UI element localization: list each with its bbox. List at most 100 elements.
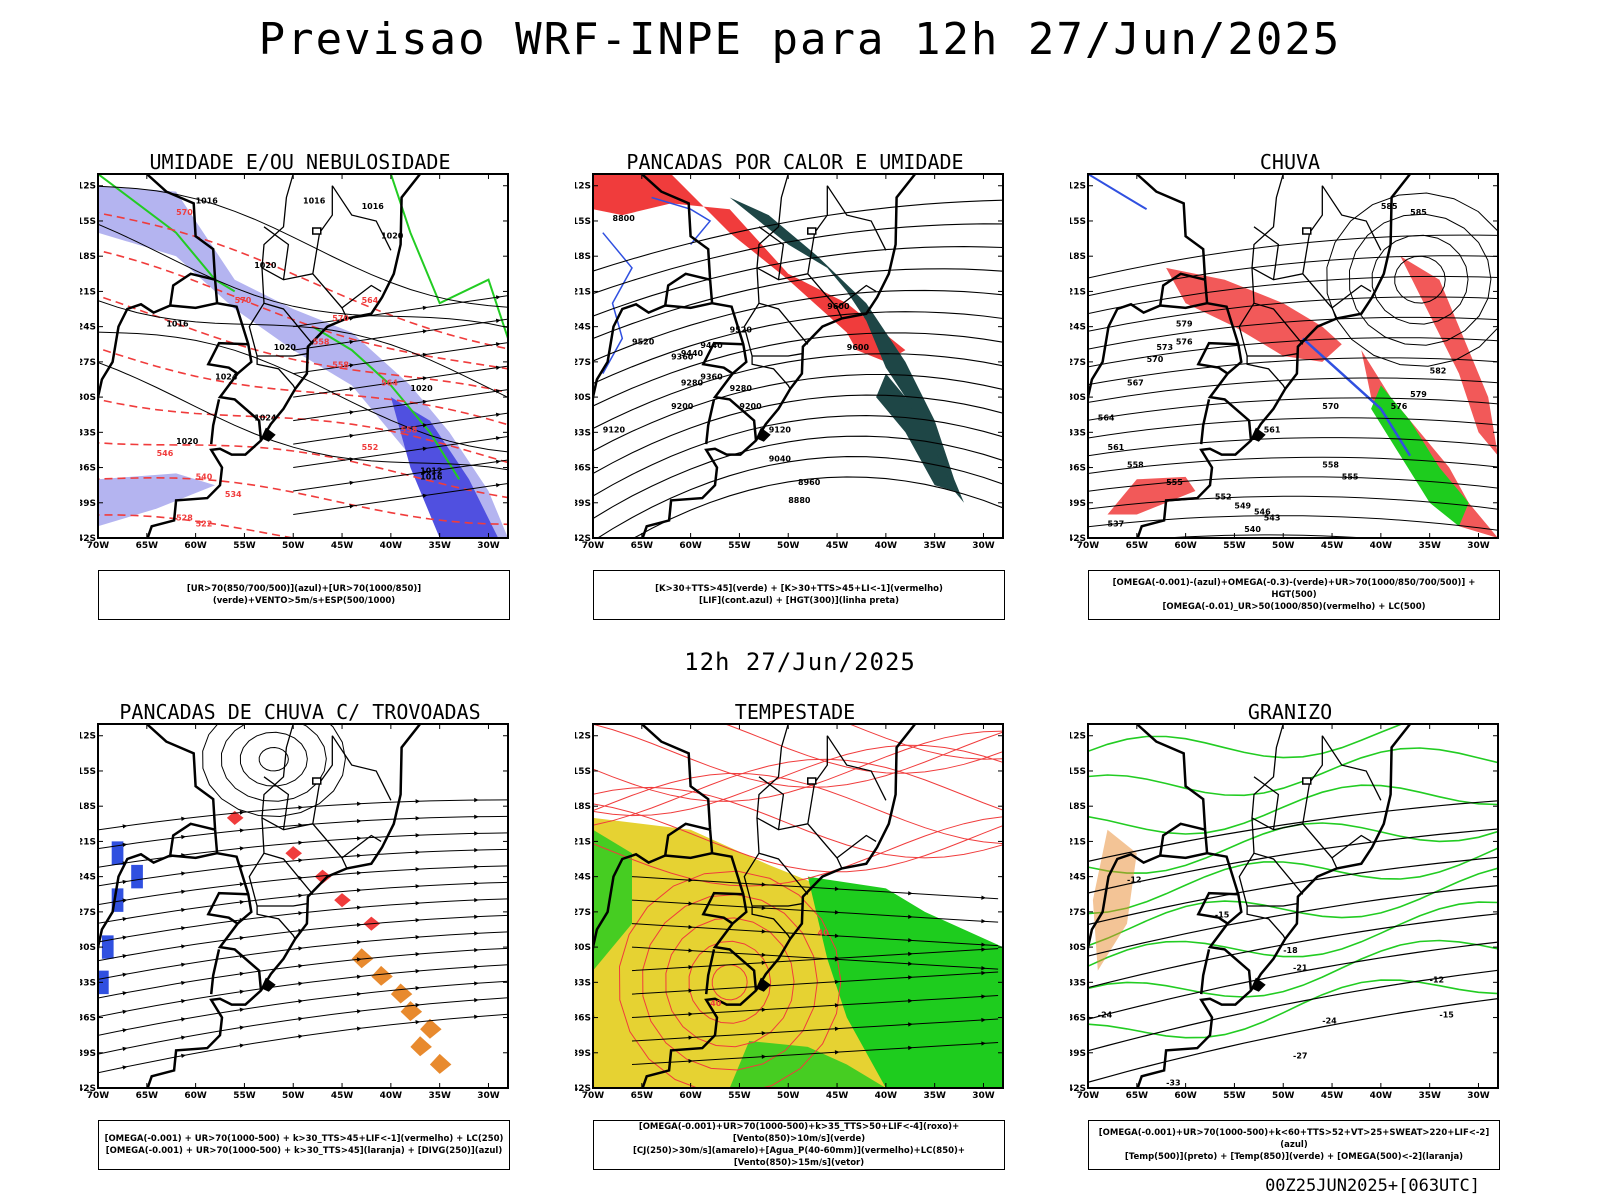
streamline-arrowhead bbox=[356, 940, 362, 945]
hgt500-contour bbox=[1088, 337, 1498, 368]
streamline-arrowhead bbox=[908, 961, 913, 966]
lagoa-dos-patos bbox=[756, 427, 771, 442]
streamline-850 bbox=[593, 724, 1003, 788]
streamline-arrowhead bbox=[834, 979, 840, 985]
temp500-label: -18 bbox=[1283, 946, 1298, 955]
overlay-wind-850 bbox=[729, 1041, 886, 1088]
country-border bbox=[1160, 851, 1208, 860]
country-border bbox=[209, 949, 221, 995]
country-border bbox=[213, 279, 263, 441]
streamline-arrowhead bbox=[834, 1003, 840, 1008]
state-border bbox=[758, 226, 785, 280]
hgt500-label: 540 bbox=[1244, 525, 1261, 534]
streamline-250 bbox=[98, 815, 508, 850]
lon-label: 70W bbox=[582, 541, 605, 551]
streamline-arrowhead bbox=[981, 1041, 986, 1046]
streamline-arrowhead bbox=[356, 836, 362, 841]
lon-label: 60W bbox=[1174, 1091, 1197, 1101]
hgt300-contour bbox=[593, 289, 1003, 362]
streamline-arrowhead bbox=[122, 935, 128, 940]
streamline-arrowhead bbox=[298, 963, 303, 969]
overlay-thunder-orange bbox=[429, 1053, 452, 1074]
wind-vector-line bbox=[631, 1018, 999, 1042]
streamline-arrowhead bbox=[688, 877, 694, 883]
coastline bbox=[146, 724, 422, 1088]
lon-label: 55W bbox=[728, 541, 751, 551]
streamline-arrowhead bbox=[981, 947, 986, 952]
lon-label: 45W bbox=[331, 541, 354, 551]
lagoa-dos-patos bbox=[1251, 427, 1266, 442]
streamline-arrowhead bbox=[688, 948, 694, 953]
temp850-contour bbox=[1088, 784, 1498, 835]
streamline-arrowhead bbox=[298, 893, 303, 898]
overlay-divergence bbox=[98, 970, 109, 995]
hgt500-contour bbox=[1088, 357, 1498, 386]
streamline-arrowhead bbox=[298, 981, 303, 986]
country-border bbox=[1088, 822, 1206, 1023]
overlay-omega500 bbox=[1092, 829, 1137, 971]
streamline-arrowhead bbox=[761, 929, 767, 934]
country-border bbox=[1196, 891, 1239, 925]
streamline-arrowhead bbox=[181, 980, 186, 986]
country-border bbox=[665, 851, 713, 860]
temp850-contour bbox=[1088, 724, 1405, 759]
streamline-250 bbox=[258, 746, 289, 772]
lon-label: 45W bbox=[826, 541, 849, 551]
country-border bbox=[1203, 829, 1253, 991]
legend-box: [OMEGA(-0.001)+UR>70(1000-500)+k>35_TTS>… bbox=[593, 1120, 1005, 1170]
hgt300-label: 9520 bbox=[632, 337, 655, 346]
contour-labels: 9600952094409360928092009120904089608880… bbox=[603, 214, 870, 505]
pressure-contour bbox=[98, 185, 508, 308]
lon-label: 40W bbox=[1370, 541, 1393, 551]
state-border bbox=[1321, 735, 1382, 801]
pressure-label: 1020 bbox=[274, 343, 297, 352]
overlay-thunder-orange bbox=[420, 1018, 442, 1039]
streamline-arrowhead bbox=[415, 901, 421, 906]
lat-label: 27S bbox=[1070, 358, 1086, 368]
streamline-arrowhead bbox=[356, 991, 362, 997]
hgt500-contour bbox=[1088, 495, 1498, 510]
streamline-arrowhead bbox=[422, 399, 428, 405]
wind-vector-line bbox=[631, 946, 999, 970]
streamline-arrowhead bbox=[298, 858, 303, 863]
pressure-label: 1016 bbox=[196, 196, 219, 205]
lon-label: 35W bbox=[428, 541, 451, 551]
country-border bbox=[170, 301, 218, 310]
lon-label: 35W bbox=[923, 541, 946, 551]
distrito-federal bbox=[312, 227, 322, 235]
streamline-arrowhead bbox=[356, 818, 362, 824]
map-frame bbox=[592, 723, 1004, 1089]
lat-label: 42S bbox=[1070, 534, 1086, 544]
temp850-contour bbox=[1088, 901, 1498, 968]
streamline-arrowhead bbox=[356, 957, 362, 962]
lif-contour bbox=[651, 196, 712, 245]
lon-label: 55W bbox=[233, 1091, 256, 1101]
streamline-arrowhead bbox=[908, 1045, 913, 1051]
lat-label: 15S bbox=[80, 217, 96, 227]
temp500-contour bbox=[1088, 998, 1498, 1083]
country-border bbox=[145, 174, 217, 280]
streamline-arrowhead bbox=[761, 905, 767, 911]
hgt500-label: 582 bbox=[1430, 367, 1447, 376]
hgt300-contour bbox=[593, 415, 1003, 497]
state-border bbox=[751, 906, 791, 940]
overlay-omega-ur bbox=[1361, 350, 1498, 538]
hgt500-label: 537 bbox=[1108, 519, 1125, 528]
lon-label: 60W bbox=[184, 541, 207, 551]
streamline-250 bbox=[98, 898, 508, 943]
lif-contour bbox=[602, 232, 633, 374]
streamline-arrowhead bbox=[474, 864, 479, 869]
coastline-layer bbox=[1088, 174, 1412, 538]
hgt500-contour bbox=[1088, 316, 1498, 350]
state-border bbox=[1246, 356, 1286, 390]
temp500-label: -27 bbox=[1293, 1052, 1307, 1061]
overlay-omega-ur bbox=[1107, 476, 1196, 515]
country-border bbox=[701, 341, 744, 375]
humidity-low-contour bbox=[312, 325, 461, 480]
wind-vector-line bbox=[293, 459, 508, 492]
streamline-arrowhead bbox=[298, 840, 303, 845]
temp500-label: -15 bbox=[1439, 1011, 1454, 1020]
hgt500-contour bbox=[1348, 213, 1492, 346]
hgt500-contour bbox=[1088, 456, 1498, 475]
